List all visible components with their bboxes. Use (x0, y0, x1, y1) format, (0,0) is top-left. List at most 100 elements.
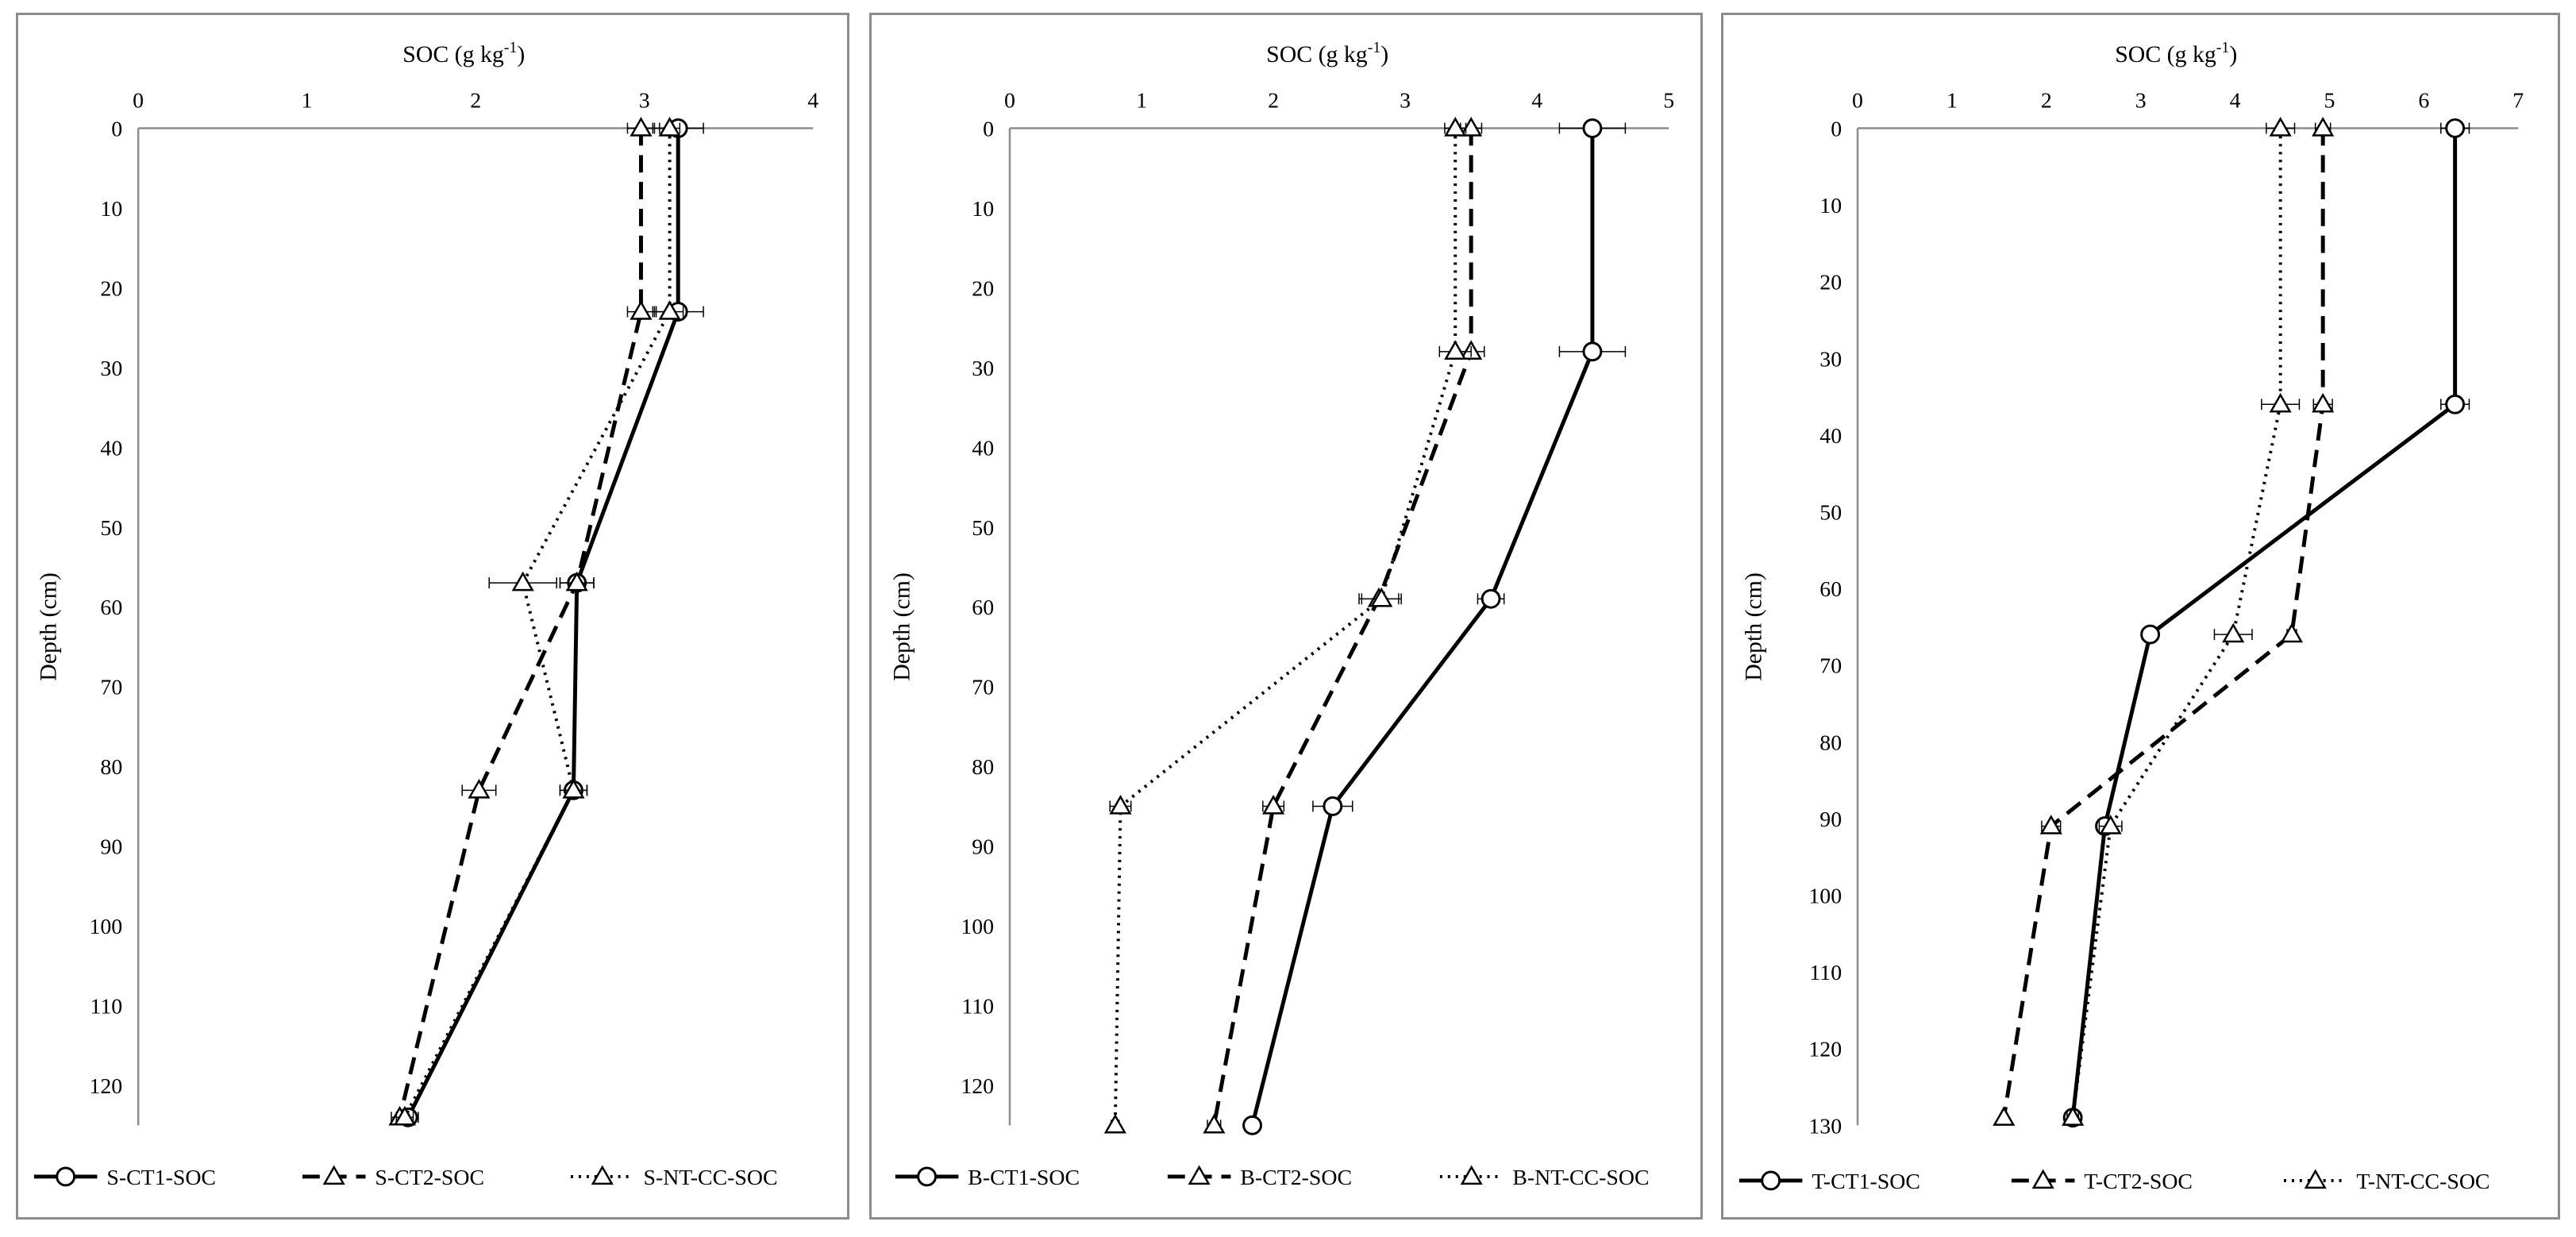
y-tick-label: 130 (1808, 1114, 1842, 1139)
legend-marker (2304, 1169, 2327, 1189)
y-tick-label: 40 (972, 436, 994, 461)
series-line (2070, 128, 2458, 1118)
legend-label: S-CT1-SOC (106, 1166, 216, 1190)
data-point (2312, 392, 2335, 413)
y-tick-label: 10 (1819, 194, 1842, 218)
y-tick-label: 10 (100, 197, 122, 222)
data-point (2280, 622, 2304, 643)
legend-label: S-NT-CC-SOC (643, 1166, 777, 1190)
y-tick-label: 90 (972, 835, 994, 860)
x-axis-title-end: ) (2229, 41, 2237, 67)
data-point (565, 571, 588, 592)
y-tick-label: 120 (961, 1074, 994, 1099)
data-point (1993, 1106, 2016, 1126)
data-point (2445, 394, 2466, 414)
y-tick-label: 0 (111, 117, 122, 141)
y-tick-label: 20 (1819, 271, 1842, 295)
legend-label: B-CT2-SOC (1240, 1166, 1352, 1190)
y-tick-label: 100 (89, 915, 122, 939)
x-tick-label: 5 (2324, 89, 2335, 114)
y-tick-label: 90 (1819, 807, 1842, 832)
x-axis-title: SOC (g kg-1) (2115, 39, 2237, 67)
y-tick-label: 70 (972, 676, 994, 700)
x-tick-label: 4 (1531, 89, 1542, 114)
x-tick-label: 4 (807, 89, 818, 114)
y-axis-title: Depth (cm) (889, 572, 915, 681)
y-tick-label: 60 (1819, 577, 1842, 602)
x-axis-title-sup: -1 (2216, 39, 2230, 56)
series-line (2071, 128, 2282, 1118)
series-T-CT1-SOC (2062, 118, 2470, 1128)
y-tick-label: 60 (100, 595, 122, 620)
y-tick-label: 80 (1819, 730, 1842, 755)
data-point (1203, 1113, 1226, 1134)
series-S-CT1-SOC (397, 118, 704, 1127)
legend-marker (1188, 1165, 1211, 1185)
y-tick-label: 120 (89, 1074, 122, 1099)
legend-marker (1761, 1170, 1781, 1191)
data-point (2269, 117, 2292, 137)
data-point (2312, 117, 2335, 137)
data-point (1582, 341, 1603, 362)
legend-label: T-CT2-SOC (2084, 1170, 2193, 1194)
x-axis-title: SOC (g kg-1) (1266, 39, 1388, 67)
legend-marker (917, 1166, 938, 1187)
data-point (658, 117, 681, 137)
x-tick-label: 3 (639, 89, 650, 114)
legend-label: B-NT-CC-SOC (1512, 1166, 1649, 1190)
y-tick-label: 40 (1819, 424, 1842, 449)
legend-marker (56, 1166, 76, 1187)
y-tick-label: 20 (972, 276, 994, 301)
x-tick-label: 6 (2418, 89, 2429, 114)
legend-marker (591, 1165, 614, 1185)
y-tick-label: 70 (100, 676, 122, 700)
series-T-NT-CC-SOC (2062, 117, 2301, 1126)
data-point (2445, 118, 2466, 138)
data-point (630, 300, 653, 320)
legend-label: S-CT2-SOC (375, 1166, 484, 1190)
x-tick-label: 5 (1663, 89, 1674, 114)
x-axis-title-sup: -1 (1368, 39, 1381, 56)
y-tick-label: 0 (1831, 117, 1842, 141)
data-point (2099, 815, 2122, 834)
y-tick-label: 110 (961, 995, 994, 1019)
series-line (398, 128, 643, 1118)
data-point (2039, 815, 2062, 834)
series-line (1250, 128, 1595, 1126)
series-B-CT1-SOC (1242, 118, 1627, 1135)
data-point (658, 300, 681, 320)
x-tick-label: 2 (1268, 89, 1279, 114)
x-tick-label: 4 (2230, 89, 2241, 114)
data-point (1582, 118, 1603, 138)
x-tick-label: 1 (302, 89, 313, 114)
data-point (393, 1105, 416, 1126)
y-tick-label: 20 (100, 276, 122, 301)
chart-panel-b: 0 1 2 3 4 5 0 10 20 30 40 50 60 70 80 90 100 110 120 SOC (g… (869, 13, 1703, 1220)
data-point (1444, 117, 1467, 137)
x-tick-label: 2 (2041, 89, 2052, 114)
data-point (1323, 796, 1343, 816)
x-tick-label: 3 (2135, 89, 2147, 114)
legend-label: T-NT-CC-SOC (2356, 1170, 2489, 1194)
series-B-CT2-SOC (1203, 117, 1485, 1134)
x-tick-label: 0 (133, 89, 144, 114)
y-tick-label: 110 (90, 995, 123, 1019)
y-tick-label: 90 (100, 835, 122, 860)
data-point (1444, 340, 1467, 360)
data-point (630, 117, 653, 137)
y-tick-label: 50 (100, 516, 122, 541)
series-T-CT2-SOC (1993, 117, 2335, 1126)
y-tick-label: 30 (972, 356, 994, 381)
series-S-CT2-SOC (388, 117, 656, 1126)
x-axis-title-sup: -1 (504, 39, 518, 56)
x-tick-label: 0 (1004, 89, 1015, 114)
y-tick-label: 110 (1809, 961, 1842, 985)
y-tick-label: 30 (1819, 347, 1842, 372)
series-line (2001, 128, 2325, 1119)
series-line (1211, 128, 1473, 1126)
y-tick-label: 100 (1808, 884, 1842, 908)
legend-marker (1460, 1165, 1483, 1185)
y-axis-title: Depth (cm) (1741, 572, 1767, 681)
